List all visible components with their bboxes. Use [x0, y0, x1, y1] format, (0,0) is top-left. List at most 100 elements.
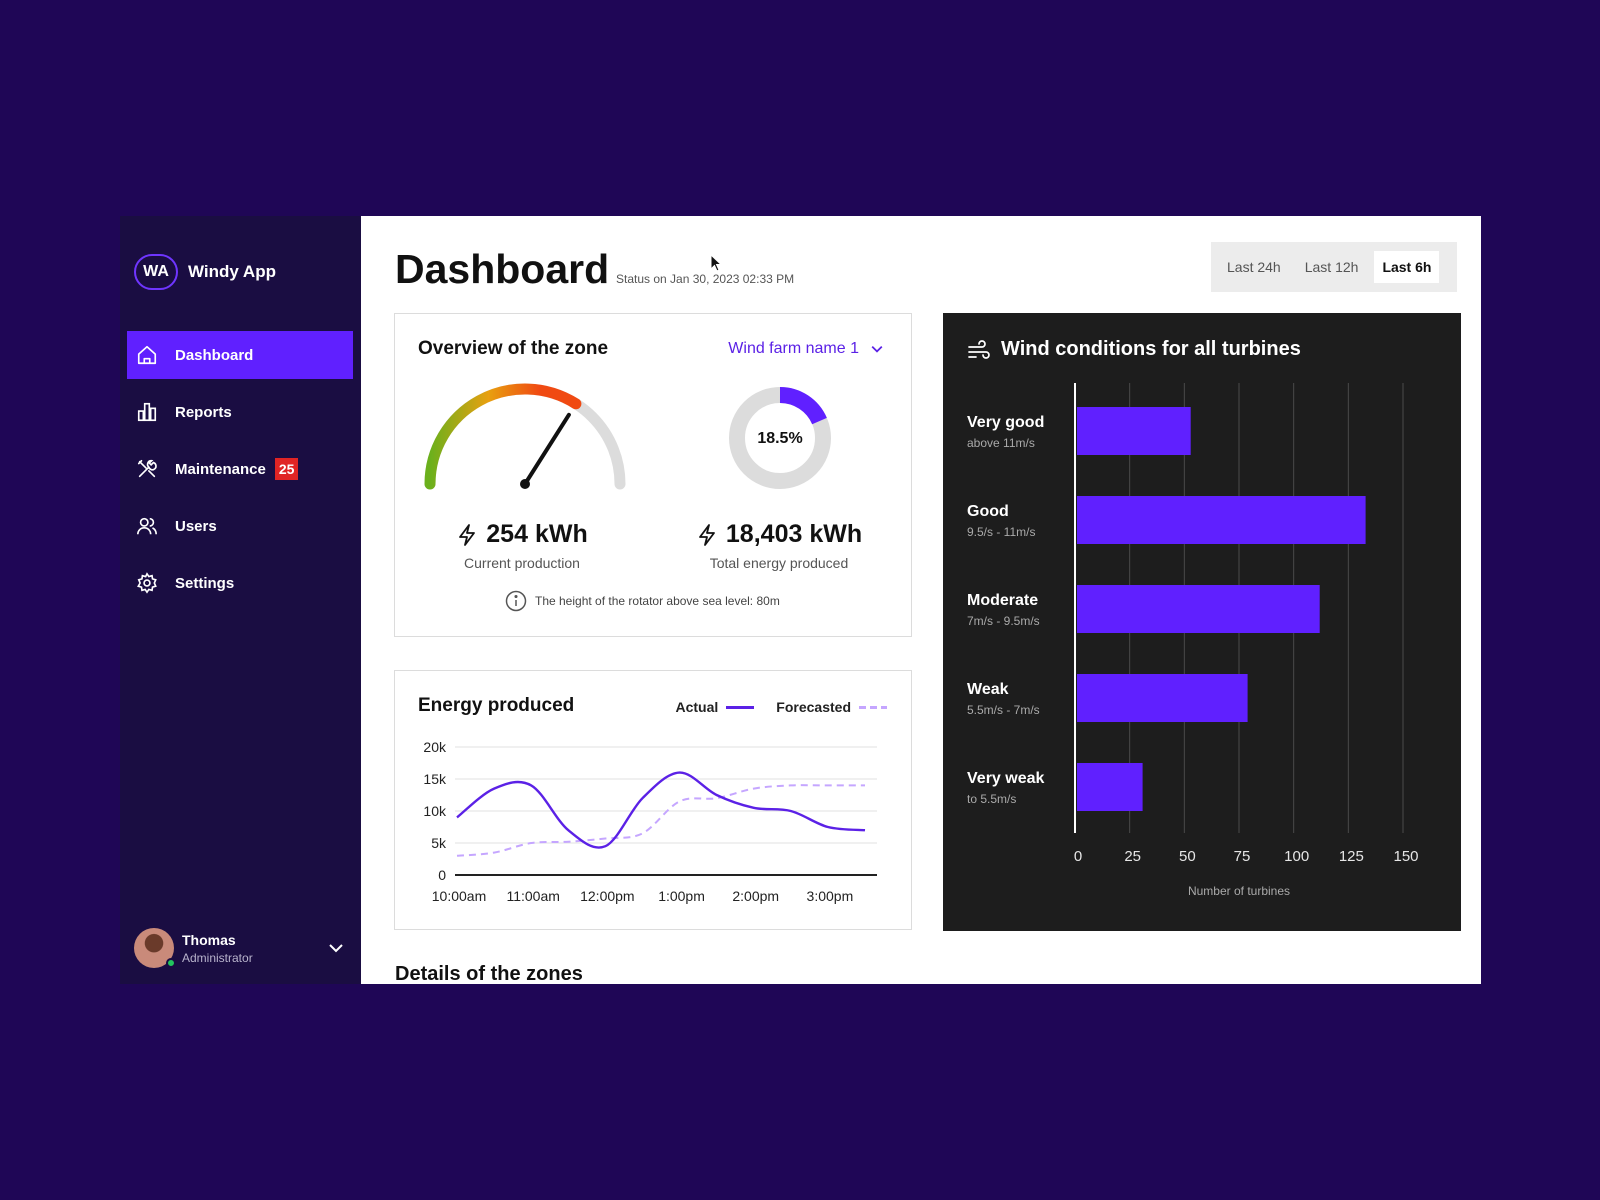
tools-icon [135, 457, 159, 481]
current-production-label: Current production [464, 555, 580, 571]
user-role: Administrator [182, 950, 253, 965]
nav-item-maintenance[interactable]: Maintenance 25 [127, 445, 353, 493]
category-sublabel: to 5.5m/s [967, 792, 1016, 806]
actual-series-line [456, 771, 866, 849]
wind-icon [968, 339, 990, 359]
maintenance-count-badge: 25 [274, 458, 299, 480]
nav-label: Reports [175, 403, 232, 421]
donut-percent: 18.5% [757, 430, 802, 447]
avatar [134, 928, 176, 968]
lightning-icon [459, 523, 476, 546]
app-name: Windy App [188, 262, 276, 281]
total-energy-value: 18,403 kWh [725, 520, 863, 548]
energy-title: Energy produced [418, 695, 575, 716]
rotator-height-text: The height of the rotator above sea leve… [535, 594, 780, 608]
y-tick-label: 10k [423, 803, 447, 819]
x-axis-label: Number of turbines [1188, 884, 1290, 898]
x-tick-label: 50 [1179, 848, 1196, 865]
category-label: Moderate [967, 592, 1038, 609]
x-tick-label: 11:00am [506, 888, 559, 904]
energy-line-chart: 0 5k 10k 15k 20k 10:00am 11:00am 12:00pm 1:00pm 2… [423, 739, 877, 904]
gear-icon [135, 571, 159, 595]
bar [1077, 407, 1191, 455]
x-tick-label: 75 [1234, 848, 1251, 865]
overview-card: Overview of the zone Wind farm name 1 [394, 313, 912, 637]
user-menu[interactable]: Thomas Administrator [134, 926, 346, 970]
bar [1077, 496, 1366, 544]
wind-farm-selected: Wind farm name 1 [728, 340, 859, 357]
main-nav: Dashboard Reports Maintenance 25 Users [127, 331, 353, 616]
y-tick-label: 0 [438, 867, 446, 883]
category-sublabel: 9.5/s - 11m/s [967, 525, 1035, 539]
x-tick-label: 1:00pm [658, 888, 705, 904]
wind-title-row: Wind conditions for all turbines [967, 338, 1301, 361]
status-timestamp: Status on Jan 30, 2023 02:33 PM [616, 272, 795, 286]
info-icon[interactable] [505, 590, 527, 612]
forecast-series-line [456, 784, 866, 857]
bar [1077, 585, 1320, 633]
gauge-needle [523, 412, 571, 486]
nav-label: Users [175, 517, 217, 535]
x-tick-label: 150 [1393, 848, 1418, 865]
wind-farm-dropdown[interactable]: Wind farm name 1 [728, 340, 885, 358]
wind-title: Wind conditions for all turbines [1001, 338, 1301, 360]
category-sublabel: 5.5m/s - 7m/s [967, 703, 1040, 717]
x-tick-label: 25 [1124, 848, 1141, 865]
nav-label: Maintenance [175, 460, 266, 478]
online-status-dot [166, 958, 176, 968]
legend-actual-label: Actual [675, 699, 719, 715]
legend-actual-swatch [726, 705, 755, 709]
category-label: Weak [967, 681, 1009, 698]
x-tick-label: 100 [1284, 848, 1309, 865]
time-range-selector: Last 24h Last 12h Last 6h [1211, 242, 1457, 292]
main-content: Dashboard Status on Jan 30, 2023 02:33 P… [361, 216, 1481, 984]
x-tick-label: 10:00am [432, 888, 486, 904]
chart-legend: Actual Forecasted [675, 699, 887, 715]
app-window: WA Windy App Dashboard Reports Mainte [120, 216, 1481, 984]
energy-produced-card: Energy produced Actual Forecasted 0 5k 10k… [394, 670, 912, 930]
sidebar: WA Windy App Dashboard Reports Mainte [120, 216, 361, 984]
wind-conditions-card: Wind conditions for all turbines 0 25 50 75… [943, 313, 1461, 931]
nav-item-users[interactable]: Users [127, 502, 353, 550]
range-last-6h-button[interactable]: Last 6h [1374, 251, 1440, 283]
x-tick-label: 3:00pm [807, 888, 854, 904]
rotator-height-note: The height of the rotator above sea leve… [505, 590, 780, 612]
user-name: Thomas [182, 931, 236, 948]
wind-bar-chart: 0 25 50 75 100 125 150 Number of turbines Very g… [967, 383, 1419, 898]
x-tick-label: 12:00pm [580, 888, 634, 904]
chevron-down-icon[interactable] [326, 938, 346, 958]
x-tick-label: 0 [1074, 848, 1082, 865]
nav-label: Settings [175, 574, 235, 592]
range-last-12h-button[interactable]: Last 12h [1304, 259, 1359, 275]
details-zones-title: Details of the zones [395, 963, 583, 984]
category-label: Good [967, 503, 1009, 520]
bar [1077, 674, 1248, 722]
range-last-24h-button[interactable]: Last 24h [1227, 259, 1281, 275]
nav-item-settings[interactable]: Settings [127, 559, 353, 607]
gauge-fill [424, 383, 582, 490]
energy-share-donut: 18.5% [729, 387, 831, 489]
chevron-down-icon [871, 345, 883, 353]
brand[interactable]: WA Windy App [134, 254, 276, 290]
overview-title: Overview of the zone [418, 338, 609, 359]
mouse-cursor-icon [710, 254, 723, 272]
users-icon [135, 514, 159, 538]
category-sublabel: above 11m/s [967, 436, 1035, 450]
x-tick-label: 2:00pm [732, 888, 779, 904]
x-tick-label: 125 [1339, 848, 1364, 865]
lightning-icon [699, 523, 715, 546]
total-energy-label: Total energy produced [709, 555, 849, 571]
bar [1077, 763, 1143, 811]
current-production-stat: 254 kWh Current production [412, 520, 632, 571]
gauge-pivot [520, 479, 530, 489]
current-production-value: 254 kWh [486, 520, 588, 548]
y-tick-label: 15k [423, 771, 447, 787]
nav-item-dashboard[interactable]: Dashboard [127, 331, 353, 379]
page-title: Dashboard [395, 246, 610, 292]
nav-item-reports[interactable]: Reports [127, 388, 353, 436]
category-sublabel: 7m/s - 9.5m/s [967, 614, 1040, 628]
total-energy-stat: 18,403 kWh Total energy produced [669, 520, 889, 571]
legend-forecast-label: Forecasted [776, 699, 851, 715]
app-logo: WA [134, 254, 178, 290]
nav-label: Dashboard [175, 346, 254, 364]
